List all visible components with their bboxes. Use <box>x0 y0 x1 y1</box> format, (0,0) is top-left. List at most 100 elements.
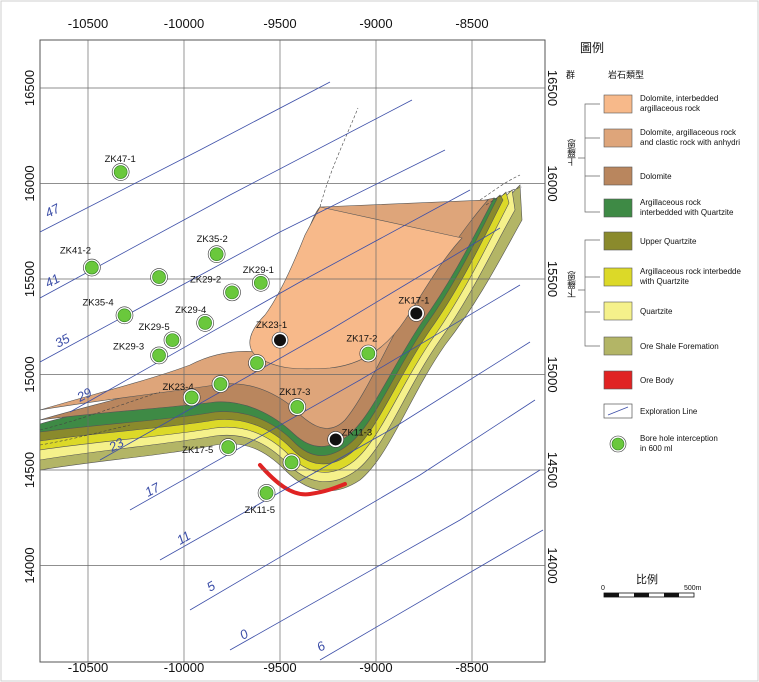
y-tick-label: 14000 <box>545 547 560 583</box>
upper-group-bracket <box>578 103 600 213</box>
borehole-label: ZK35-4 <box>82 297 113 308</box>
upper-group-label: 上羅恩 <box>567 139 577 166</box>
y-tick-label: 15000 <box>545 356 560 392</box>
x-tick-label: -10000 <box>164 660 204 675</box>
borehole-zk17-5: ZK17-5 <box>182 438 237 456</box>
borehole-zk17-1: ZK17-1 <box>398 295 429 322</box>
borehole-label: ZK11-3 <box>342 427 372 438</box>
exploration-line-label: 29 <box>73 385 94 406</box>
exploration-line <box>129 284 521 511</box>
borehole-label: ZK11-5 <box>245 505 275 516</box>
lower-group-label: 下羅恩 <box>567 271 577 298</box>
scale-zero: 0 <box>601 585 605 592</box>
borehole-marker <box>152 348 166 363</box>
borehole-marker <box>198 316 212 330</box>
borehole-zk29-2: ZK29-2 <box>190 274 241 302</box>
borehole-marker <box>213 377 228 391</box>
borehole-zk17-y <box>282 453 301 472</box>
y-tick-label: 16000 <box>545 165 560 201</box>
x-tick-label: -9500 <box>263 16 296 31</box>
legend-swatch <box>603 231 633 251</box>
borehole-label: ZK17-1 <box>398 295 429 306</box>
legend: 圖例 群 岩石類型 上羅恩 下羅恩 Dolomite, interbeddeda… <box>566 41 741 453</box>
layer-dolomite-interbedded <box>249 206 463 370</box>
borehole-label: ZK29-2 <box>190 274 221 285</box>
legend-item-label: Dolomite, argillaceous rock <box>640 128 737 137</box>
exploration-line <box>39 99 413 299</box>
scale-end: 500m <box>684 585 702 592</box>
borehole-marker <box>250 356 264 370</box>
borehole-zk41-x <box>150 268 168 286</box>
borehole-zk11-5: ZK11-5 <box>245 484 276 516</box>
exploration-line <box>99 227 501 461</box>
scale-segment <box>664 593 679 597</box>
y-tick-label: 16500 <box>22 70 37 106</box>
borehole-marker <box>225 285 239 300</box>
borehole-label: ZK17-2 <box>346 333 377 344</box>
borehole-zk29-4: ZK29-4 <box>175 305 214 332</box>
exploration-line-label: 11 <box>174 528 193 548</box>
x-tick-label: -10000 <box>164 16 204 31</box>
legend-item-label: with Quartzite <box>639 277 689 286</box>
borehole-label: ZK17-5 <box>182 445 213 456</box>
borehole-zk41-2: ZK41-2 <box>60 246 101 277</box>
ore-body <box>258 463 347 497</box>
legend-item-label: Ore Body <box>640 376 674 385</box>
exploration-line <box>229 469 541 651</box>
exploration-line-label: 23 <box>105 434 126 455</box>
legend-item: Quartzite <box>603 301 673 321</box>
borehole-marker <box>113 165 128 179</box>
legend-item-label: Dolomite <box>640 172 672 181</box>
x-tick-label: -8500 <box>455 660 488 675</box>
legend-item-label: Ore Shale Foremation <box>640 342 719 351</box>
borehole-marker <box>259 486 274 500</box>
exploration-line <box>39 81 331 233</box>
legend-item-label: Bore hole interception <box>640 434 718 443</box>
borehole-marker <box>361 346 376 361</box>
legend-swatch <box>603 336 633 356</box>
borehole-label: ZK29-4 <box>175 305 206 316</box>
x-tick-label: -9000 <box>359 16 392 31</box>
borehole-label: ZK23-4 <box>162 382 193 393</box>
legend-swatch <box>603 301 633 321</box>
exploration-line-label: 41 <box>42 271 62 291</box>
fault-line <box>485 186 523 206</box>
borehole-zk23-x <box>248 354 266 372</box>
fault-line <box>39 391 161 431</box>
legend-swatch <box>603 198 633 218</box>
legend-borehole-marker <box>611 437 625 451</box>
boreholes: ZK47-1 ZK41-2 ZK35-2 ZK29-1 ZK29-2 ZK35-4 ZK29… <box>60 154 430 516</box>
scale-segment <box>604 593 619 597</box>
y-tick-label: 16000 <box>22 165 37 201</box>
borehole-zk29-5: ZK29-5 <box>138 322 182 349</box>
lower-group-bracket <box>578 239 600 347</box>
borehole-label: ZK23-1 <box>256 320 287 331</box>
legend-swatch <box>603 128 633 148</box>
borehole-label: ZK29-1 <box>243 265 274 276</box>
borehole-label: ZK29-5 <box>138 322 169 333</box>
exploration-line <box>69 189 471 413</box>
legend-item-label: interbedded with Quartzite <box>640 208 734 217</box>
legend-swatch <box>603 166 633 186</box>
y-tick-label: 15500 <box>545 261 560 297</box>
exploration-line <box>189 399 536 611</box>
borehole-zk47-1: ZK47-1 <box>105 154 136 181</box>
legend-item-label: and clastic rock with anhydri <box>640 138 740 147</box>
legend-item-label: Dolomite, interbedded <box>640 94 718 103</box>
legend-swatch <box>603 94 633 114</box>
scale-segment <box>634 593 649 597</box>
borehole-label: ZK41-2 <box>60 246 91 257</box>
axis-ticks: -10500 -10500 -10000 -10000 -9500 -9500 -9000 -… <box>22 16 560 675</box>
legend-swatch <box>603 267 633 287</box>
borehole-marker <box>221 440 235 454</box>
borehole-marker <box>184 390 199 405</box>
coordinate-grid <box>40 40 545 662</box>
borehole-marker <box>274 334 286 347</box>
y-tick-label: 14500 <box>22 452 37 488</box>
y-tick-label: 14000 <box>22 547 37 583</box>
